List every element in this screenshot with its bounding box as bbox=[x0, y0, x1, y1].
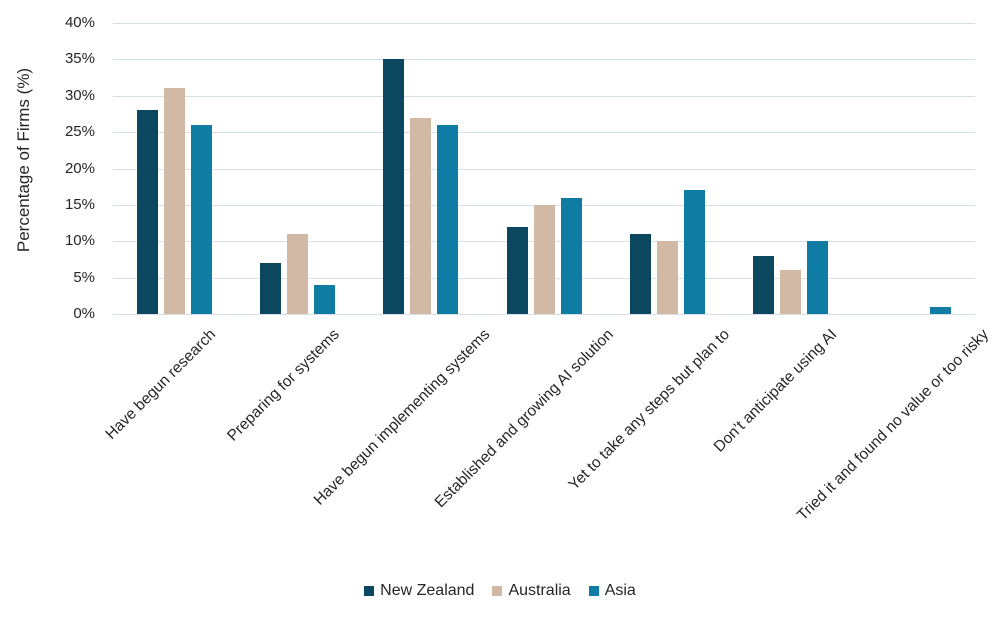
y-tick-label: 20% bbox=[64, 159, 95, 177]
legend-swatch bbox=[588, 586, 599, 596]
y-tick-label: 10% bbox=[64, 232, 95, 250]
gridline bbox=[113, 169, 975, 170]
bar bbox=[629, 233, 651, 314]
legend-item-australia: Australia bbox=[492, 582, 571, 600]
legend-swatch bbox=[364, 586, 375, 596]
legend: New Zealand Australia Asia bbox=[0, 582, 1000, 600]
legend-label: New Zealand bbox=[380, 582, 475, 599]
bar bbox=[806, 241, 828, 314]
bar bbox=[656, 241, 678, 314]
bar bbox=[929, 306, 951, 314]
bar bbox=[683, 190, 705, 314]
gridline bbox=[113, 132, 975, 133]
gridline bbox=[113, 23, 975, 24]
x-tick-label: Preparing for systems bbox=[224, 326, 344, 445]
y-tick-label: 35% bbox=[64, 50, 95, 68]
y-tick-label: 15% bbox=[64, 195, 95, 213]
legend-item-asia: Asia bbox=[588, 582, 636, 600]
bar bbox=[437, 124, 459, 314]
y-tick-label: 40% bbox=[64, 14, 95, 31]
legend-label: Australia bbox=[508, 582, 571, 599]
y-tick-label: 0% bbox=[73, 305, 95, 322]
bar bbox=[314, 284, 336, 314]
bar bbox=[137, 110, 159, 314]
legend-item-new-zealand: New Zealand bbox=[364, 582, 474, 600]
y-tick-label: 30% bbox=[64, 86, 95, 104]
bar bbox=[383, 59, 405, 314]
bar bbox=[533, 204, 555, 314]
bar bbox=[191, 124, 213, 314]
y-tick-label: 25% bbox=[64, 123, 95, 141]
bar bbox=[260, 263, 282, 314]
y-tick-label: 5% bbox=[73, 268, 95, 286]
bar bbox=[506, 226, 528, 314]
bar bbox=[560, 197, 582, 314]
legend-label: Asia bbox=[604, 582, 636, 599]
bar bbox=[287, 233, 309, 314]
gridline bbox=[113, 314, 975, 315]
bar bbox=[779, 270, 801, 314]
bar bbox=[752, 255, 774, 314]
legend-swatch bbox=[492, 586, 503, 596]
bar bbox=[410, 117, 432, 314]
gridline bbox=[113, 59, 975, 60]
x-tick-label: Have begun research bbox=[102, 326, 220, 443]
gridline bbox=[113, 96, 975, 97]
y-axis-title: Percentage of Firms (%) bbox=[14, 67, 33, 253]
bar bbox=[164, 88, 186, 314]
x-tick-label: Don’t anticipate using AI bbox=[710, 326, 841, 456]
